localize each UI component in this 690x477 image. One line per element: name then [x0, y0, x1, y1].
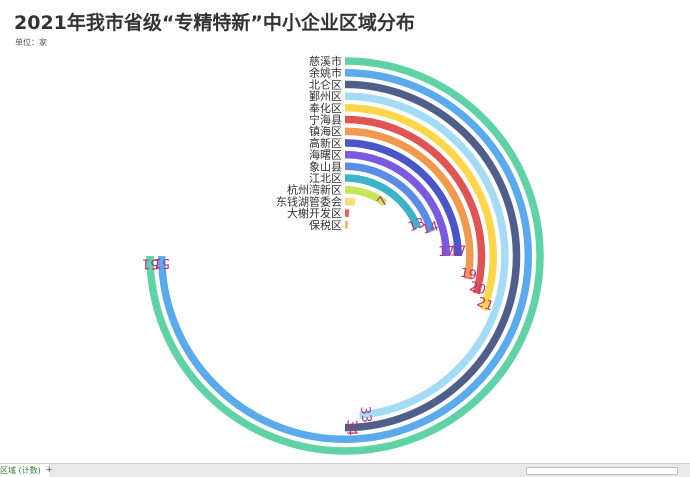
data-label-8: 17: [438, 245, 455, 260]
data-label-6: 19: [459, 266, 478, 284]
radial-bar-chart: 慈溪市51余姚市51北仑区34鄞州区33奉化区21宁海县20镇海区19高新区17…: [0, 0, 690, 462]
data-label-2: 34: [343, 419, 358, 436]
bar-region-12[interactable]: [345, 201, 355, 202]
category-label-14: 保税区: [309, 218, 342, 232]
add-sheet-icon[interactable]: +: [46, 464, 52, 477]
sheet-tab-bar: 区域 (计数) +: [0, 463, 690, 477]
horizontal-scrollbar[interactable]: [526, 467, 678, 475]
sheet-tab-active[interactable]: 区域 (计数): [0, 464, 49, 477]
data-label-11: 7: [375, 194, 392, 210]
data-label-1: 51: [154, 255, 171, 270]
data-label-3: 33: [357, 406, 373, 424]
